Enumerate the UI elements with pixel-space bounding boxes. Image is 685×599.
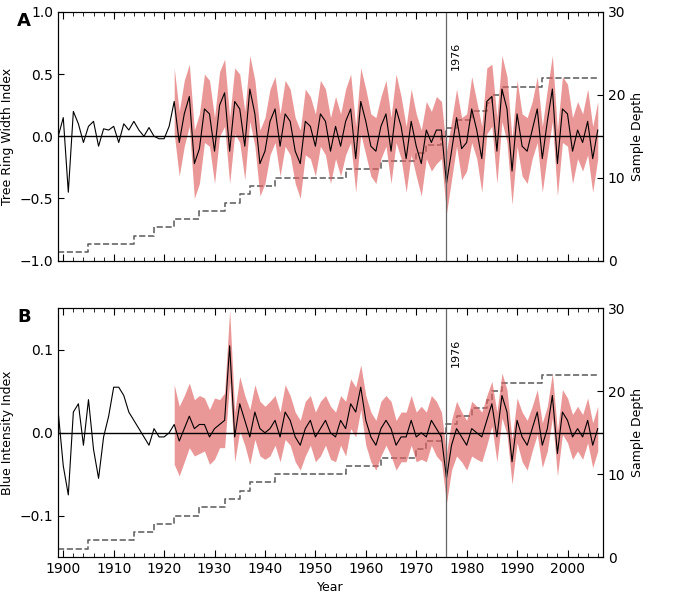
Y-axis label: Tree Ring Width Index: Tree Ring Width Index — [1, 68, 14, 205]
Y-axis label: Blue Intensity Index: Blue Intensity Index — [1, 371, 14, 495]
Y-axis label: Sample Depth: Sample Depth — [631, 92, 644, 181]
Text: 1976: 1976 — [451, 338, 460, 367]
Y-axis label: Sample Depth: Sample Depth — [631, 388, 644, 477]
Text: 1976: 1976 — [451, 42, 460, 70]
X-axis label: Year: Year — [317, 582, 344, 594]
Text: B: B — [17, 308, 31, 326]
Text: A: A — [17, 12, 32, 30]
